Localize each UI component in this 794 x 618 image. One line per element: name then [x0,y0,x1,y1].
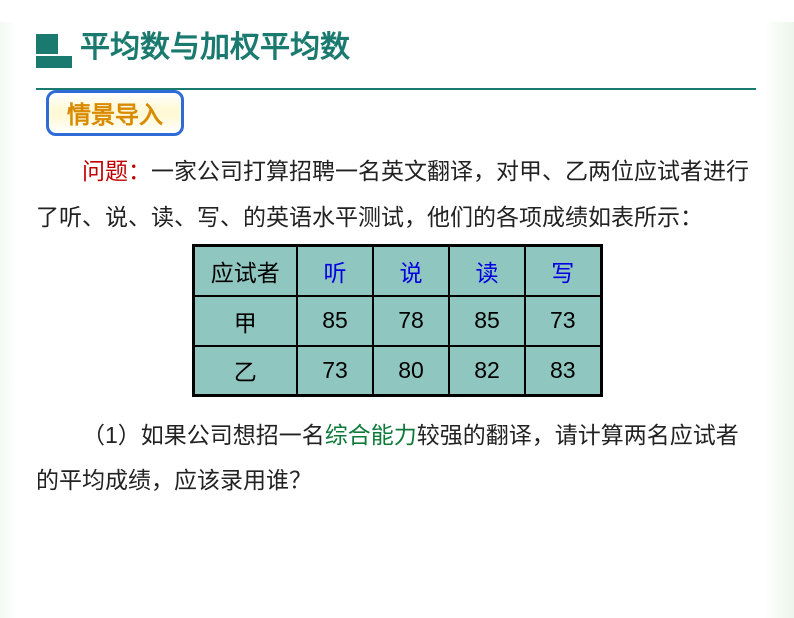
scores-table: 应试者 听 说 读 写 甲 85 78 85 73 乙 73 80 82 83 [192,244,603,397]
title-icon [36,34,72,68]
cell: 83 [525,346,601,396]
problem-label: 问题： [82,158,151,184]
cell: 78 [373,296,449,346]
section-badge-label: 情景导入 [67,102,163,129]
problem-paragraph: 问题：一家公司打算招聘一名英文翻译，对甲、乙两位应试者进行了听、说、读、写、的英… [36,148,758,240]
col-header-listen: 听 [297,246,373,296]
section-badge: 情景导入 [46,90,184,136]
row-name-jia: 甲 [193,296,297,346]
cell: 73 [297,346,373,396]
table-row: 甲 85 78 85 73 [193,296,601,346]
col-header-applicant: 应试者 [193,246,297,296]
title-underline [36,88,756,90]
cell: 85 [449,296,525,346]
cell: 82 [449,346,525,396]
q1-emph: 综合能力 [325,422,417,448]
cell: 80 [373,346,449,396]
col-header-write: 写 [525,246,601,296]
col-header-read: 读 [449,246,525,296]
q1-pre: （1）如果公司想招一名 [82,422,325,448]
table-row: 乙 73 80 82 83 [193,346,601,396]
cell: 85 [297,296,373,346]
table-header-row: 应试者 听 说 读 写 [193,246,601,296]
scores-table-wrap: 应试者 听 说 读 写 甲 85 78 85 73 乙 73 80 82 83 [0,244,794,397]
title-bar: 平均数与加权平均数 [36,22,794,68]
row-name-yi: 乙 [193,346,297,396]
question-1: （1）如果公司想招一名综合能力较强的翻译，请计算两名应试者的平均成绩，应该录用谁… [36,413,758,503]
col-header-speak: 说 [373,246,449,296]
page-title: 平均数与加权平均数 [80,22,350,68]
cell: 73 [525,296,601,346]
